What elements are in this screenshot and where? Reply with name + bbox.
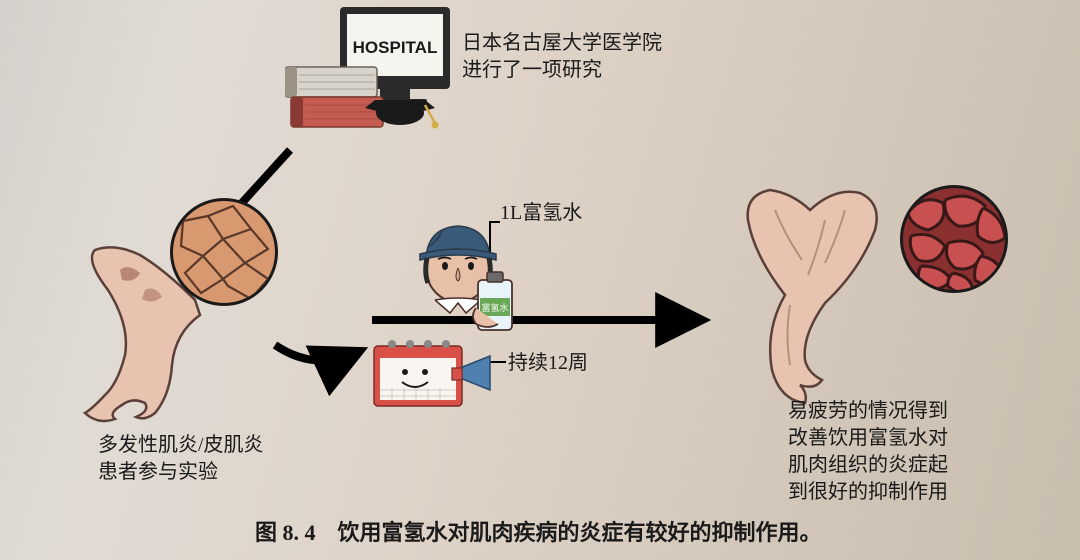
- duration-label: 持续12周: [508, 350, 588, 377]
- healthy-muscle-detail: [900, 185, 1008, 293]
- patient-label: 多发性肌炎/皮肌炎 患者参与实验: [98, 432, 264, 486]
- university-node: HOSPITAL: [285, 5, 455, 145]
- university-label: 日本名古屋大学医学院 进行了一项研究: [462, 30, 662, 84]
- healthy-label: 易疲劳的情况得到 改善饮用富氢水对 肌肉组织的炎症起 到很好的抑制作用: [788, 398, 948, 506]
- svg-text:富氢水: 富氢水: [481, 302, 508, 313]
- arrow-patient-to-drink: [275, 345, 358, 361]
- svg-text:HOSPITAL: HOSPITAL: [353, 38, 438, 57]
- calendar-node: [370, 338, 500, 413]
- drinking-person-node: 富氢水: [400, 218, 530, 348]
- water-label: 1L富氢水: [500, 200, 582, 227]
- patient-skin-detail: [170, 198, 278, 306]
- figure-caption: 图 8. 4 饮用富氢水对肌肉疾病的炎症有较好的抑制作用。: [255, 515, 822, 547]
